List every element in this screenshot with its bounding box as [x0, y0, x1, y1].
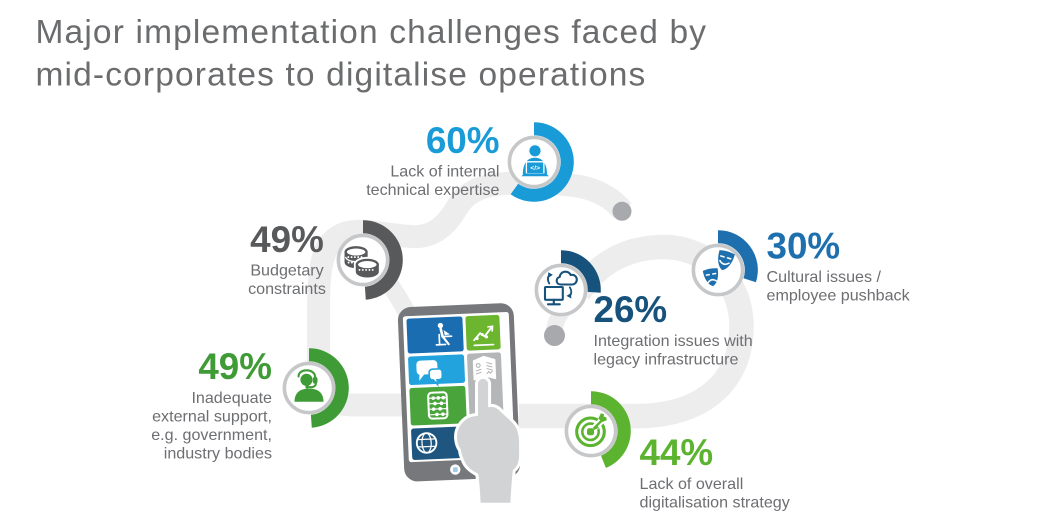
- svg-text:44%: 44%: [640, 432, 714, 473]
- svg-text:Lack of internal: Lack of internal: [390, 163, 499, 181]
- svg-text:Lack of overall: Lack of overall: [640, 475, 744, 493]
- svg-text:49%: 49%: [250, 219, 324, 260]
- svg-text:Budgetary: Budgetary: [250, 262, 324, 280]
- svg-text:digitalisation strategy: digitalisation strategy: [640, 493, 791, 511]
- svg-text:legacy infrastructure: legacy infrastructure: [594, 351, 739, 369]
- svg-text:49%: 49%: [198, 346, 272, 387]
- svg-text:external support,: external support,: [152, 407, 272, 425]
- svg-text:Major implementation challenge: Major implementation challenges faced by: [36, 14, 708, 51]
- svg-text:30%: 30%: [767, 226, 841, 267]
- svg-text:technical expertise: technical expertise: [366, 181, 499, 199]
- svg-text:60%: 60%: [426, 120, 500, 161]
- svg-text:e.g. government,: e.g. government,: [151, 426, 272, 444]
- svg-text:</>: </>: [530, 165, 540, 172]
- svg-text:Cultural issues /: Cultural issues /: [767, 268, 882, 286]
- svg-text:industry bodies: industry bodies: [164, 444, 272, 462]
- svg-text:mid-corporates to digitalise o: mid-corporates to digitalise operations: [36, 56, 647, 93]
- svg-text:26%: 26%: [594, 289, 668, 330]
- svg-text:constraints: constraints: [248, 280, 326, 298]
- svg-text:employee pushback: employee pushback: [767, 287, 911, 305]
- svg-text:Inadequate: Inadequate: [191, 389, 272, 407]
- svg-text:Integration issues with: Integration issues with: [594, 332, 753, 350]
